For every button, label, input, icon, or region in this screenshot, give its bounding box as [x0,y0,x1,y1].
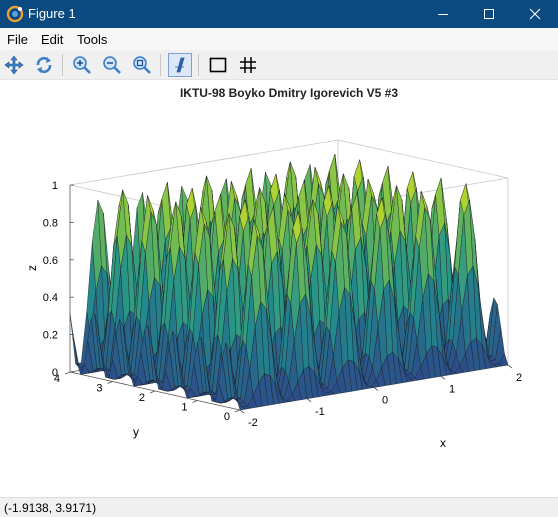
y-tick-label: 0 [224,411,230,423]
y-tick-mark [192,400,198,403]
text-icon [175,57,185,73]
x-tick-mark [440,375,446,380]
axis-ticks: 0 0.2 0.4 0.6 0.8 1 0 1 2 3 4 -2 -1 0 1 2 [43,180,522,429]
maximize-icon [484,9,494,19]
zoom-reset-icon [133,56,151,74]
zoom-reset-button[interactable] [130,53,154,77]
pan-button[interactable] [2,53,26,77]
y-tick-mark [234,409,241,413]
x-axis-label: x [440,436,446,450]
x-tick-label: -2 [248,417,258,429]
zoom-in-icon [73,56,91,74]
z-tick-label: 0.6 [43,255,58,267]
zoom-out-icon [103,56,121,74]
close-icon [529,8,541,20]
x-tick-label: 1 [449,383,455,395]
rotate-icon [36,56,52,74]
x-tick-mark [306,398,312,403]
minimize-icon [438,14,448,15]
minimize-button[interactable] [420,0,466,28]
box-button[interactable] [206,53,230,77]
y-tick-mark [149,390,156,394]
y-tick-label: 4 [54,373,60,385]
surface-plot[interactable]: 0 0.2 0.4 0.6 0.8 1 0 1 2 3 4 -2 -1 0 1 2 IKTU-98 Boyko… [0,80,558,497]
x-tick-mark [507,364,513,369]
rotate-button[interactable] [32,53,56,77]
menu-tools[interactable]: Tools [77,32,108,47]
x-tick-label: 2 [516,372,522,384]
menu-file[interactable]: File [7,32,28,47]
x-tick-label: -1 [315,406,325,418]
status-bar: (-1.9138, 3.9171) [0,497,558,517]
window-title: Figure 1 [28,6,76,21]
z-tick-label: 0.8 [43,217,58,229]
y-axis-label: y [133,425,139,439]
y-tick-label: 1 [181,402,187,414]
close-button[interactable] [512,0,558,28]
cursor-coordinates: (-1.9138, 3.9171) [4,501,97,515]
plot-title: IKTU-98 Boyko Dmitry Igorevich V5 #3 [180,86,398,100]
menu-bar: File Edit Tools [0,28,558,50]
x-tick-label: 0 [382,395,388,407]
zoom-out-button[interactable] [100,53,124,77]
menu-edit[interactable]: Edit [41,32,64,47]
box-icon [209,57,227,73]
figure-canvas[interactable]: 0 0.2 0.4 0.6 0.8 1 0 1 2 3 4 -2 -1 0 1 2 IKTU-98 Boyko… [0,80,558,497]
z-tick-label: 0 [52,367,58,379]
surface-mesh [69,154,509,411]
figure-toolbar [0,50,558,80]
axes-box-edge [69,139,339,186]
grid-icon [240,57,256,73]
x-tick-mark [373,387,379,391]
z-tick-label: 0.4 [43,292,58,304]
axes-box-edge [337,139,509,179]
text-button[interactable] [168,53,192,77]
octave-app-icon [6,5,24,23]
x-tick-mark [239,409,245,414]
y-tick-mark [64,371,71,375]
y-tick-mark [107,381,113,384]
pan-icon [4,55,24,75]
surface-patch [498,353,509,367]
grid-button[interactable] [236,53,260,77]
z-axis-label: z [25,265,39,271]
y-tick-label: 2 [139,392,145,404]
y-tick-label: 3 [96,383,102,395]
maximize-button[interactable] [466,0,512,28]
z-tick-label: 0.2 [43,330,58,342]
title-bar: Figure 1 [0,0,558,28]
z-tick-label: 1 [52,180,58,192]
zoom-in-button[interactable] [70,53,94,77]
